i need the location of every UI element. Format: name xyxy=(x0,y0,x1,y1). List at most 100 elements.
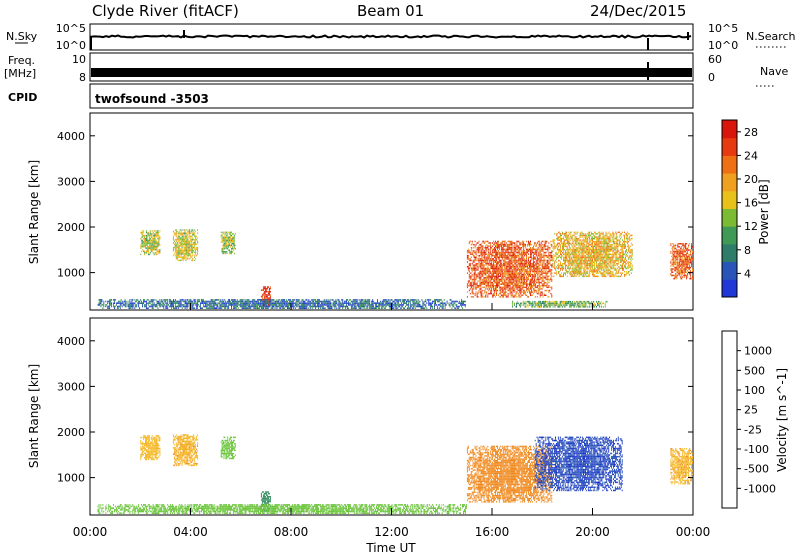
echo-cell xyxy=(610,246,611,248)
echo-cell xyxy=(479,249,480,251)
echo-cell xyxy=(191,248,192,250)
echo-cell xyxy=(599,252,600,254)
echo-cell xyxy=(565,255,566,257)
echo-cell xyxy=(573,244,574,246)
echo-cell xyxy=(185,244,186,246)
echo-cell xyxy=(631,252,632,254)
echo-cell xyxy=(228,243,229,245)
echo-cell xyxy=(146,235,147,237)
echo-cell xyxy=(191,241,192,243)
echo-cell xyxy=(591,254,592,256)
echo-cell xyxy=(148,247,149,249)
echo-cell xyxy=(148,235,149,237)
echo-cell xyxy=(544,283,545,285)
echo-cell xyxy=(507,252,508,254)
echo-cell xyxy=(156,243,157,245)
echo-cell xyxy=(503,255,504,257)
echo-cell xyxy=(528,258,529,260)
echo-cell xyxy=(185,250,186,252)
echo-cell xyxy=(504,282,505,284)
echo-cell xyxy=(539,241,540,243)
echo-cell xyxy=(528,277,529,279)
echo-cell xyxy=(481,279,482,281)
echo-cell xyxy=(231,232,232,234)
echo-cell xyxy=(619,276,620,278)
echo-cell xyxy=(686,265,687,267)
echo-cell xyxy=(226,238,227,240)
echo-cell xyxy=(618,239,619,241)
echo-cell xyxy=(574,272,575,274)
echo-cell xyxy=(477,249,478,251)
echo-cell xyxy=(520,279,521,281)
echo-cell xyxy=(576,243,577,245)
echo-cell xyxy=(190,236,191,238)
echo-cell xyxy=(500,244,501,246)
echo-cell xyxy=(676,278,677,280)
echo-cell xyxy=(514,257,515,259)
echo-cell xyxy=(632,235,633,237)
echo-cell xyxy=(489,274,490,276)
echo-cell xyxy=(510,279,511,281)
echo-cell xyxy=(595,236,596,238)
echo-cell xyxy=(192,247,193,249)
echo-cell xyxy=(529,242,530,244)
echo-cell xyxy=(498,261,499,263)
echo-cell xyxy=(539,264,540,266)
echo-cell xyxy=(532,266,533,268)
echo-cell xyxy=(149,238,150,240)
echo-cell xyxy=(628,247,629,249)
echo-cell xyxy=(580,265,581,267)
echo-cell xyxy=(528,296,529,298)
echo-cell xyxy=(475,258,476,260)
echo-cell xyxy=(491,258,492,260)
echo-cell xyxy=(610,276,611,278)
echo-cell xyxy=(620,246,621,248)
echo-cell xyxy=(515,249,516,251)
echo-cell xyxy=(222,251,223,253)
echo-cell xyxy=(624,238,625,240)
echo-cell xyxy=(532,276,533,278)
echo-cell xyxy=(607,257,608,259)
echo-cell xyxy=(539,282,540,284)
echo-cell xyxy=(468,258,469,260)
echo-cell xyxy=(140,238,141,240)
echo-cell xyxy=(610,274,611,276)
echo-cell xyxy=(500,255,501,257)
echo-cell xyxy=(594,243,595,245)
echo-cell xyxy=(518,296,519,298)
echo-cell xyxy=(514,291,515,293)
echo-cell xyxy=(147,237,148,239)
echo-cell xyxy=(221,235,222,237)
echo-cell xyxy=(527,288,528,290)
echo-cell xyxy=(517,264,518,266)
echo-cell xyxy=(487,282,488,284)
echo-cell xyxy=(158,230,159,232)
echo-cell xyxy=(603,241,604,243)
echo-cell xyxy=(592,249,593,251)
echo-cell xyxy=(567,241,568,243)
echo-cell xyxy=(514,255,515,257)
echo-cell xyxy=(531,264,532,266)
echo-cell xyxy=(680,270,681,272)
echo-cell xyxy=(673,278,674,280)
echo-cell xyxy=(530,279,531,281)
echo-cell xyxy=(499,264,500,266)
echo-cell xyxy=(513,252,514,254)
echo-cell xyxy=(476,253,477,255)
echo-cell xyxy=(497,271,498,273)
echo-cell xyxy=(563,246,564,248)
echo-cell xyxy=(689,259,690,261)
echo-cell xyxy=(577,254,578,256)
echo-cell xyxy=(678,267,679,269)
echo-cell xyxy=(603,243,604,245)
echo-cell xyxy=(528,257,529,259)
echo-cell xyxy=(610,235,611,237)
echo-cell xyxy=(583,249,584,251)
echo-cell xyxy=(622,254,623,256)
echo-cell xyxy=(475,274,476,276)
echo-cell xyxy=(625,241,626,243)
echo-cell xyxy=(550,293,551,295)
echo-cell xyxy=(589,239,590,241)
echo-cell xyxy=(581,274,582,276)
echo-cell xyxy=(681,264,682,266)
